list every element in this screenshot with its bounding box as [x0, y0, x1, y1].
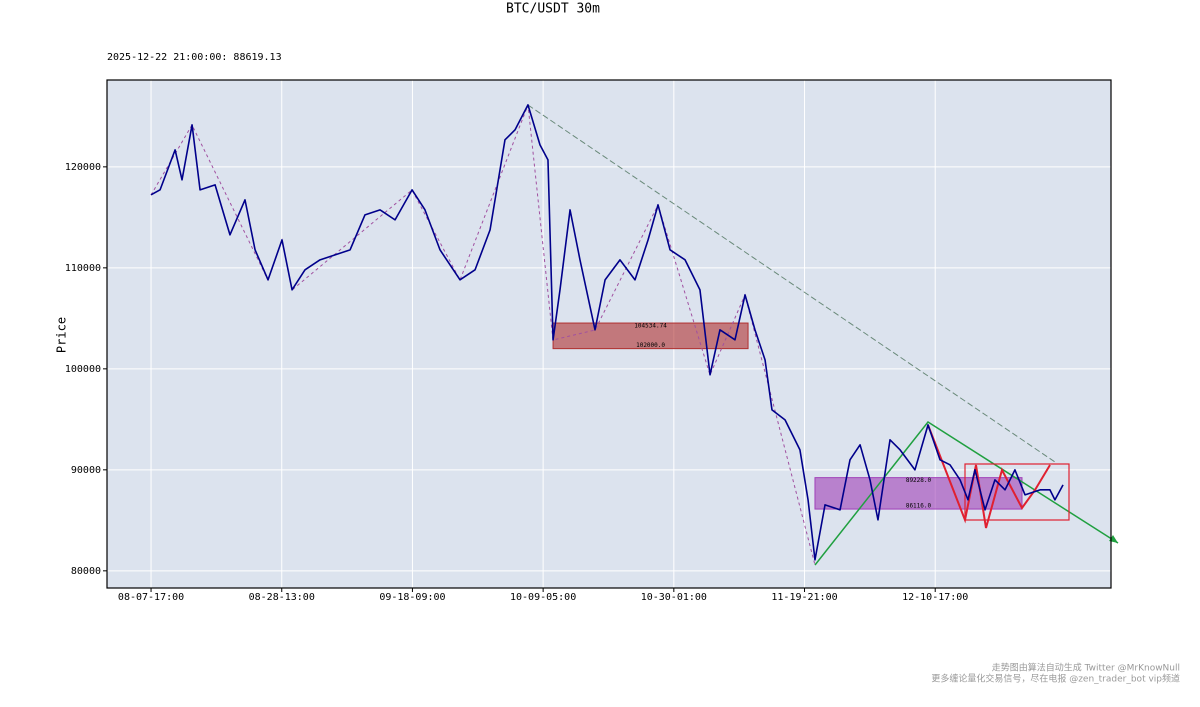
plot-border [106, 79, 1112, 589]
zone-label: 86116.0 [906, 503, 932, 510]
zone-label: 104534.74 [634, 323, 667, 330]
zone-label: 89228.0 [906, 477, 932, 484]
footer-note: 走势图由算法自动生成 Twitter @MrKnowNull [992, 662, 1180, 674]
y-axis-label: Price [55, 317, 69, 353]
x-tick-label: 12-10-17:00 [902, 592, 968, 603]
y-tick-label: 120000 [65, 162, 101, 173]
series [150, 104, 1064, 561]
x-tick-label: 11-19-21:00 [771, 592, 837, 603]
subtitle: 2025-12-22 21:00:00: 88619.13 [107, 52, 282, 63]
y-tick-label: 90000 [71, 465, 101, 476]
zone-label: 102000.0 [636, 342, 665, 349]
y-tick-label: 100000 [65, 364, 101, 375]
footer-note: 更多缠论量化交易信号，尽在电报 @zen_trader_bot vip频道 [931, 673, 1180, 685]
x-tick-label: 09-18-09:00 [379, 592, 445, 603]
x-tick-label: 08-28-13:00 [249, 592, 315, 603]
price-line [150, 104, 1064, 561]
x-tick-label: 08-07-17:00 [118, 592, 184, 603]
y-tick-label: 110000 [65, 263, 101, 274]
chart-title: BTC/USDT 30m [506, 2, 600, 17]
green-lines [814, 421, 1119, 566]
x-tick-label: 10-30-01:00 [641, 592, 707, 603]
y-tick-label: 80000 [71, 566, 101, 577]
x-tick-label: 10-09-05:00 [510, 592, 576, 603]
trend-line [527, 104, 1056, 463]
